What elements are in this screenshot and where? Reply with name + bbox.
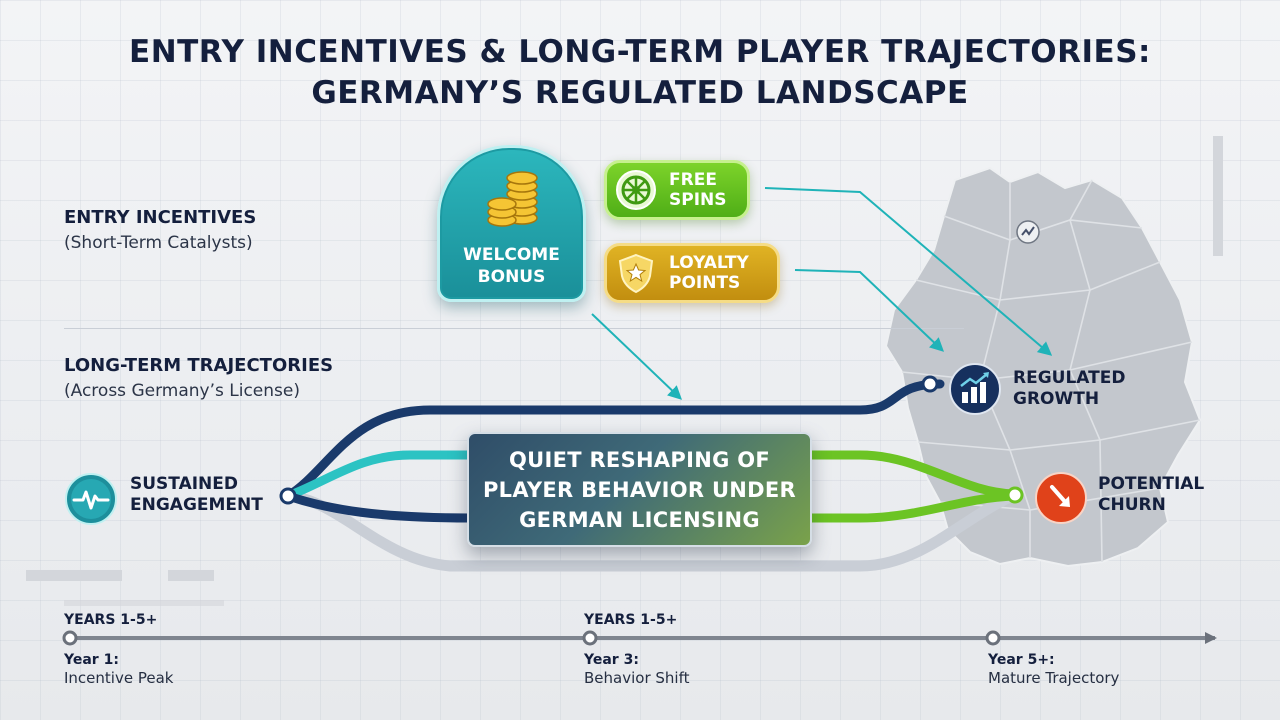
free-spins-badge: FREE SPINS <box>604 160 750 220</box>
welcome-bonus-label: WELCOME BONUS <box>463 245 560 287</box>
germany-map <box>884 166 1202 568</box>
free-spins-label: FREE SPINS <box>669 170 727 210</box>
free-spins-arrow <box>764 187 1053 356</box>
timeline-heading-2: YEARS 1-5+ <box>584 612 678 628</box>
page-title-line2: GERMANY’S REGULATED LANDSCAPE <box>311 75 969 111</box>
navy-flow-line-upper <box>283 379 945 501</box>
loyalty-points-label: LOYALTY POINTS <box>669 253 749 293</box>
timeline-point-2 <box>582 630 598 646</box>
welcome-bonus-badge: WELCOME BONUS <box>437 145 586 302</box>
timeline-point-3 <box>985 630 1001 646</box>
heartbeat-icon <box>65 473 117 525</box>
sustained-node-dot <box>279 487 297 505</box>
growth-chart-icon <box>949 363 1001 415</box>
entry-incentives-heading: ENTRY INCENTIVES <box>64 207 257 228</box>
timeline-heading-1: YEARS 1-5+ <box>64 612 158 628</box>
star-shield-icon <box>618 253 654 294</box>
loyalty-points-badge: LOYALTY POINTS <box>604 243 780 303</box>
decorative-bar <box>64 600 224 606</box>
page-title-line1: ENTRY INCENTIVES & LONG-TERM PLAYER TRAJ… <box>129 34 1151 70</box>
potential-churn-label: POTENTIAL CHURN <box>1098 474 1205 515</box>
down-arrow-icon <box>1035 472 1087 524</box>
center-message: QUIET RESHAPING OF PLAYER BEHAVIOR UNDER… <box>482 447 797 532</box>
regulated-node-dot <box>921 375 939 393</box>
navy-flow-line-lower <box>283 491 475 523</box>
timeline-year-1: Year 1: <box>64 652 119 668</box>
gray-flow-line <box>282 490 1018 572</box>
loyalty-arrow <box>794 269 945 352</box>
decorative-bar <box>168 570 214 581</box>
decorative-bar <box>1213 136 1223 256</box>
trajectories-heading: LONG-TERM TRAJECTORIES <box>64 355 334 376</box>
timeline-point-1 <box>62 630 78 646</box>
wheel-icon <box>616 170 656 210</box>
timeline-desc-2: Behavior Shift <box>584 669 690 687</box>
timeline-desc-1: Incentive Peak <box>64 669 174 687</box>
welcome-arrow <box>591 313 683 400</box>
trajectories-subheading: (Across Germany’s License) <box>64 381 300 401</box>
green-flow-line-lower <box>803 491 1019 523</box>
section-divider <box>64 328 964 329</box>
center-message-box: QUIET RESHAPING OF PLAYER BEHAVIOR UNDER… <box>467 432 812 547</box>
map-marker-icon <box>1016 220 1040 244</box>
coin-stack-icon <box>487 171 538 227</box>
churn-node-dot <box>1006 486 1024 504</box>
timeline-year-2: Year 3: <box>584 652 639 668</box>
decorative-bar <box>26 570 122 581</box>
timeline-desc-3: Mature Trajectory <box>988 669 1120 687</box>
timeline-arrowhead <box>1205 632 1217 644</box>
timeline-year-3: Year 5+: <box>988 652 1055 668</box>
entry-incentives-subheading: (Short-Term Catalysts) <box>64 233 253 253</box>
teal-flow-line <box>283 450 475 501</box>
green-flow-line-upper <box>803 450 1019 499</box>
regulated-growth-label: REGULATED GROWTH <box>1013 368 1126 409</box>
sustained-engagement-label: SUSTAINED ENGAGEMENT <box>130 474 263 515</box>
